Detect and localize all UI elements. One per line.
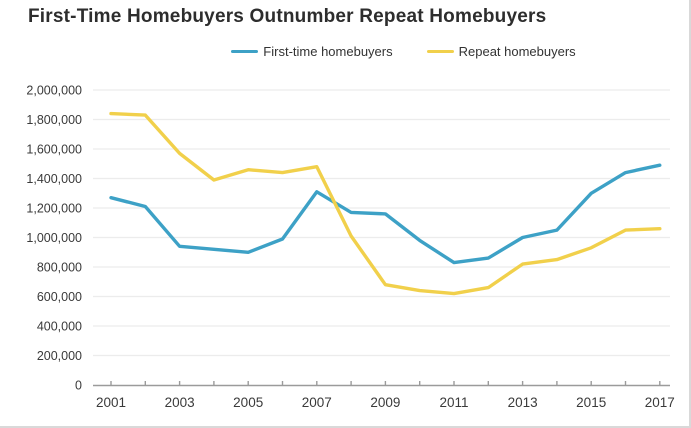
svg-text:1,400,000: 1,400,000: [26, 172, 82, 186]
chart-legend: First-time homebuyers Repeat homebuyers: [118, 44, 689, 59]
svg-text:2001: 2001: [96, 395, 126, 410]
legend-swatch-first-time-icon: [231, 49, 259, 54]
series-line-repeat: [109, 111, 662, 296]
svg-text:0: 0: [75, 379, 82, 393]
legend-item-first-time: First-time homebuyers: [231, 44, 393, 59]
legend-label-repeat: Repeat homebuyers: [458, 44, 576, 59]
svg-text:800,000: 800,000: [37, 261, 82, 275]
svg-text:2013: 2013: [508, 395, 538, 410]
legend-label-first-time: First-time homebuyers: [263, 44, 393, 59]
svg-text:1,000,000: 1,000,000: [26, 231, 82, 245]
x-axis: [93, 381, 670, 387]
svg-text:2003: 2003: [165, 395, 195, 410]
svg-text:400,000: 400,000: [37, 320, 82, 334]
legend-swatch-repeat-icon: [426, 49, 454, 54]
svg-text:2005: 2005: [233, 395, 263, 410]
chart-title: First-Time Homebuyers Outnumber Repeat H…: [28, 6, 547, 27]
legend-item-repeat: Repeat homebuyers: [426, 44, 576, 59]
svg-text:2007: 2007: [302, 395, 332, 410]
svg-text:2015: 2015: [576, 395, 606, 410]
svg-text:200,000: 200,000: [37, 349, 82, 363]
x-axis-labels: 2001 2003 2005 2007 2009 2011 2013 2015 2017: [96, 395, 675, 410]
y-axis-labels: 0 200,000 400,000 600,000 800,000 1,000,000 1,…: [26, 84, 82, 393]
svg-text:600,000: 600,000: [37, 290, 82, 304]
svg-text:1,600,000: 1,600,000: [26, 143, 82, 157]
gridlines: [93, 89, 670, 357]
svg-text:2011: 2011: [439, 395, 468, 410]
svg-text:2009: 2009: [370, 395, 400, 410]
svg-text:2,000,000: 2,000,000: [26, 84, 82, 98]
svg-text:1,800,000: 1,800,000: [26, 113, 82, 127]
svg-text:1,200,000: 1,200,000: [26, 202, 82, 216]
series-line-first_time: [109, 163, 662, 265]
svg-text:2017: 2017: [645, 395, 675, 410]
